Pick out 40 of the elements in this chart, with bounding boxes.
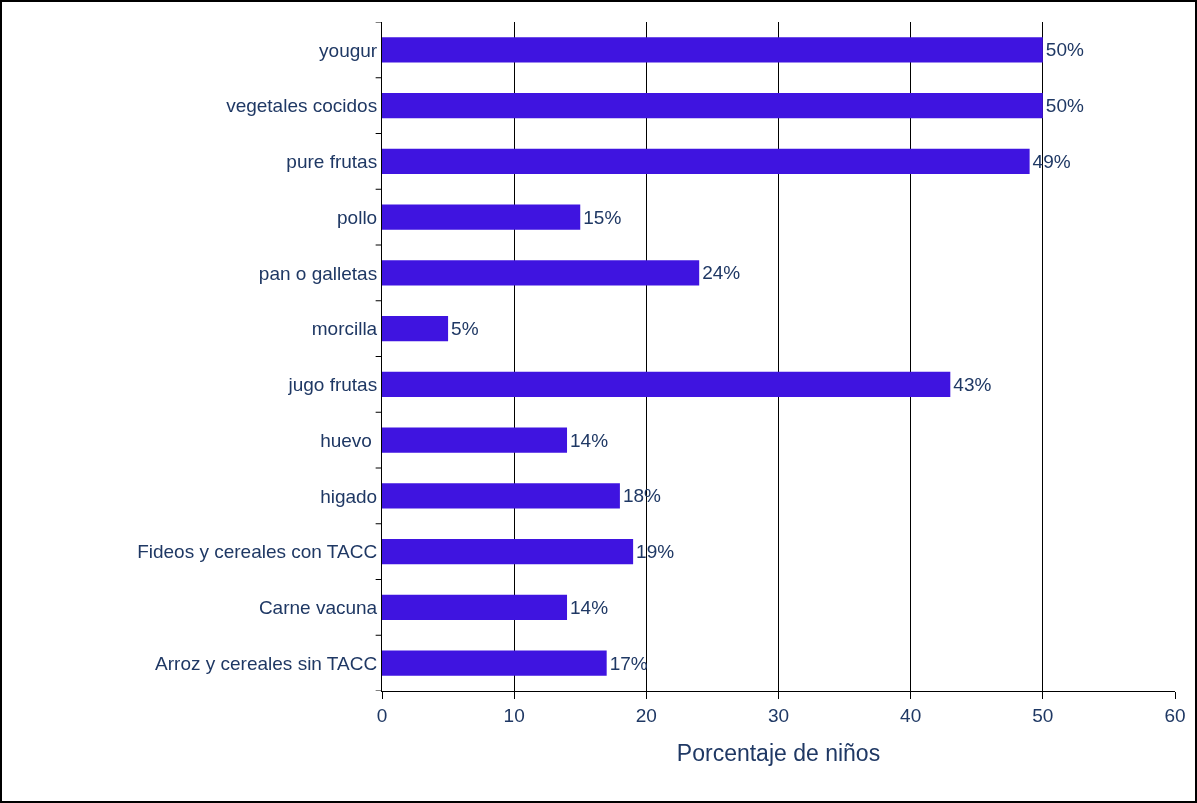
x-tick-label: 0 [376,704,388,726]
data-label: 24% [702,262,741,284]
bar [382,93,1043,119]
y-tick-label: pollo [337,206,378,228]
x-tick-label: 60 [1164,704,1186,726]
x-tick-label: 50 [1032,704,1054,726]
bar [382,371,951,397]
y-tick-label: morcilla [311,318,378,340]
x-tick-label: 30 [767,704,790,726]
y-tick-label: jugo frutas [287,374,378,396]
bar [382,650,607,676]
bar [382,539,634,565]
bar [382,148,1030,174]
data-label: 50% [1045,95,1084,117]
bar [382,316,449,342]
x-tick-label: 40 [900,704,922,726]
x-axis-title: Porcentaje de niños [676,740,881,767]
x-tick-label: 20 [635,704,657,726]
x-tick-label: 10 [503,704,525,726]
data-label: 14% [570,596,609,618]
bar [382,204,581,230]
y-tick-label: pan o galletas [258,262,378,284]
y-tick-label: higado [320,485,378,507]
data-label: 50% [1045,39,1084,61]
bar [382,260,700,286]
bar [382,37,1043,63]
data-label: 15% [583,206,622,228]
data-label: 43% [953,373,992,395]
y-tick-label: vegetales cocidos [226,95,378,117]
bar [382,594,568,620]
data-label: 5% [451,318,479,340]
y-tick-label: Fideos y cereales con TACC [137,541,378,563]
y-tick-label: yougur [319,39,378,61]
data-label: 14% [570,429,609,451]
y-tick-label: Carne vacuna [258,597,378,619]
bar [382,427,568,453]
y-tick-label: Arroz y cereales sin TACC [155,652,378,674]
y-tick-label: huevo [320,429,378,451]
bar [382,483,620,509]
y-tick-label: pure frutas [286,151,378,173]
